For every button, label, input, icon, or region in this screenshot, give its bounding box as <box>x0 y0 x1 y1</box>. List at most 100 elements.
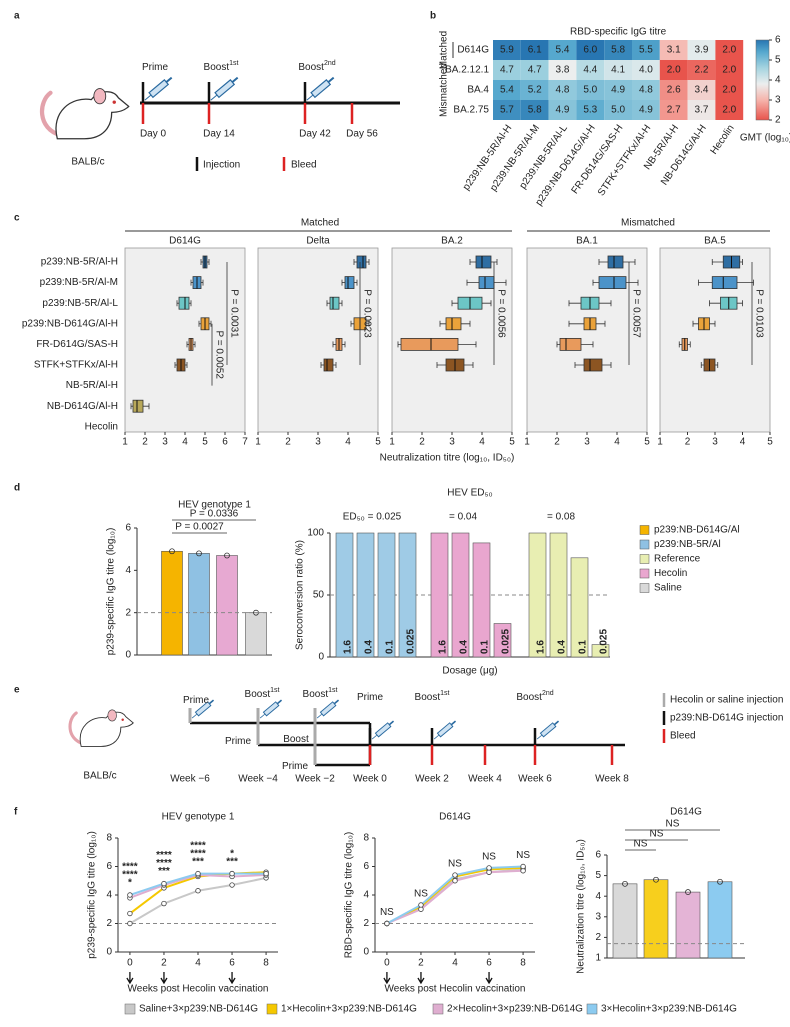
x-tick-label: 2 <box>161 958 167 969</box>
box <box>132 399 144 413</box>
x-tick-label: 2 <box>419 437 425 448</box>
heatmap-cell <box>493 40 521 60</box>
heatmap-cell <box>604 60 632 80</box>
legend-swatch <box>266 1003 278 1015</box>
box <box>559 337 582 351</box>
p-value: P = 0.0056 <box>495 289 506 338</box>
cell-label: 4.8 <box>556 85 570 96</box>
y-tick-label: 2 <box>125 607 131 618</box>
heatmap-cell <box>604 100 632 120</box>
series-point <box>384 920 390 927</box>
step-label-main: Boost <box>516 692 542 703</box>
panel-label: e <box>14 685 20 696</box>
cell-label: 2.7 <box>667 105 681 116</box>
legend-label: Saline+3×p239:NB-D614G <box>139 1004 258 1015</box>
legend-label: Saline <box>654 583 682 594</box>
cell-label: 6.1 <box>528 45 542 56</box>
y-tick-label: 2 <box>106 918 112 929</box>
cell-label: 5.2 <box>528 85 542 96</box>
step-label-sup: 2nd <box>542 690 554 697</box>
ed50-label: = 0.08 <box>547 512 576 523</box>
column-label: Hecolin <box>709 123 737 157</box>
heatmap-cell <box>632 60 660 80</box>
legend-swatch <box>586 1003 598 1015</box>
significance-label: NS <box>448 859 462 870</box>
syringe-barrel <box>374 722 392 738</box>
series-point <box>195 888 201 894</box>
colorbar <box>755 39 770 121</box>
x-tick-label: 2 <box>418 958 424 969</box>
step-label-main: Prime <box>225 736 252 747</box>
x-tick-label: 1 <box>524 437 530 448</box>
injection-arrow <box>228 972 236 985</box>
cell-label: 3.8 <box>556 65 570 76</box>
heatmap-cell <box>687 100 716 120</box>
syringe-icon <box>371 720 395 740</box>
syringe-plunger <box>553 720 560 726</box>
significance-label: **** <box>156 858 172 869</box>
colorbar-tick-label: 5 <box>775 55 781 66</box>
week-label: Week 8 <box>595 774 629 785</box>
syringe-plunger <box>165 76 173 83</box>
column-label: FR-D614G/SAS-H <box>570 123 626 196</box>
x-tick-label: 4 <box>345 437 351 448</box>
heatmap-cell <box>493 60 521 80</box>
day-label: Day 56 <box>346 129 378 140</box>
syringe-plunger <box>327 76 335 83</box>
x-tick-label: 4 <box>195 958 201 969</box>
y-tick-label: 2 <box>363 918 369 929</box>
legend-label: Reference <box>654 554 701 565</box>
x-tick-label: 0 <box>127 958 133 969</box>
row-label: Hecolin <box>85 421 118 432</box>
bar <box>493 623 512 658</box>
series-point <box>452 872 458 878</box>
panel-label: b <box>430 11 436 22</box>
series-point <box>263 870 269 877</box>
bar <box>549 532 568 658</box>
y-tick-label: 100 <box>307 528 324 539</box>
series-point <box>418 902 424 908</box>
x-tick-label: 5 <box>202 437 208 448</box>
syringe-icon <box>536 720 560 740</box>
step-label-main: Prime <box>183 695 210 706</box>
row-label: STFK+STFKx/Al-H <box>34 360 118 371</box>
mouse-eye <box>112 100 116 104</box>
y-axis-label: p239-specific IgG titre (log₁₀) <box>106 528 117 656</box>
heatmap-cell <box>687 80 716 100</box>
bar <box>430 532 449 658</box>
cell-label: 5.3 <box>583 105 597 116</box>
chart-title: HEV genotype 1 <box>162 812 235 823</box>
x-tick-label: 4 <box>479 437 485 448</box>
dose-label: 0.025 <box>501 629 512 654</box>
heatmap-cell <box>548 40 577 60</box>
cell-label: 4.9 <box>556 105 570 116</box>
syringe-barrel <box>436 722 454 738</box>
step-label: Boost2nd <box>516 690 553 702</box>
step-label-sup: 1st <box>440 690 449 697</box>
syringe-plunger <box>231 76 239 83</box>
legend-label: p239:NB-D614G/Al <box>654 525 740 536</box>
legend-swatch <box>639 583 650 593</box>
cell-label: 4.1 <box>611 65 625 76</box>
syringe-needle <box>316 713 323 719</box>
panel-label: d <box>14 483 20 494</box>
syringe-needle <box>306 94 314 101</box>
series-point <box>520 863 526 870</box>
heatmap-cell <box>548 60 577 80</box>
significance-label: * <box>230 848 234 859</box>
dose-label: 0.1 <box>385 640 396 654</box>
syringe-icon <box>191 699 215 719</box>
box <box>478 276 495 290</box>
bar <box>528 532 547 658</box>
panel-title: BA.1 <box>576 236 598 247</box>
y-tick-label: 4 <box>595 891 601 902</box>
plot-background <box>124 247 246 433</box>
syringe-barrel <box>310 79 332 99</box>
y-tick-label: 0 <box>363 947 369 958</box>
injection-arrow <box>485 972 493 985</box>
y-tick-label: 6 <box>363 861 369 872</box>
heatmap-cell <box>715 80 744 100</box>
heatmap-cell <box>604 40 632 60</box>
cell-label: 4.7 <box>528 65 542 76</box>
y-tick-label: 4 <box>125 565 131 576</box>
